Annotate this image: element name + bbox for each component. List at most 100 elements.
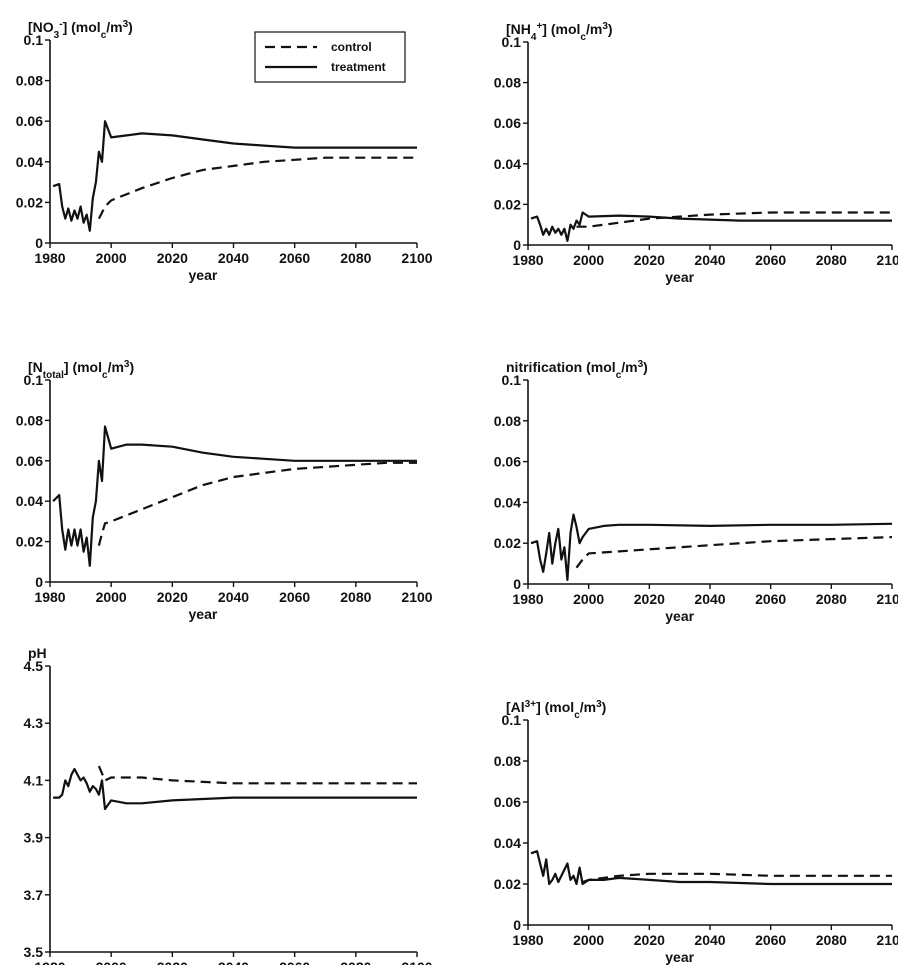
x-tick-label: 2040 [218, 959, 249, 965]
legend-box [254, 31, 406, 83]
x-axis-label: year [665, 269, 694, 285]
x-tick-label: 2040 [218, 589, 249, 605]
y-tick-label: 4.5 [24, 658, 44, 674]
series-line-control [97, 765, 417, 785]
x-tick-label: 2080 [340, 589, 371, 605]
y-tick-label: 0.1 [502, 34, 522, 50]
y-tick-label: 0 [513, 576, 521, 592]
x-tick-label: 1980 [512, 252, 543, 268]
legend-label-treatment: treatment [331, 60, 386, 74]
x-tick-label: 1980 [34, 589, 65, 605]
series-line-control [576, 211, 892, 228]
y-tick-label: 3.9 [24, 830, 44, 846]
x-tick-label: 2100 [876, 591, 898, 607]
x-tick-label: 2000 [573, 252, 604, 268]
y-tick-label: 0.08 [16, 73, 43, 89]
x-tick-label: 2060 [755, 252, 786, 268]
y-tick-label: 0.04 [494, 156, 521, 172]
x-tick-label: 2020 [157, 959, 188, 965]
panel-title: [Al3+] (molc/m3) [506, 699, 606, 721]
x-axis-label: year [189, 267, 218, 283]
series-line-control [575, 536, 893, 569]
y-tick-label: 0.06 [16, 453, 43, 469]
x-tick-label: 2000 [96, 959, 127, 965]
x-tick-label: 2000 [573, 591, 604, 607]
y-tick-label: 0.02 [494, 535, 521, 551]
y-tick-label: 0.02 [494, 196, 521, 212]
y-tick-label: 0.04 [16, 493, 43, 509]
x-tick-label: 2020 [634, 932, 665, 948]
x-tick-label: 2080 [340, 250, 371, 266]
series-line-control [97, 156, 417, 220]
x-tick-label: 2100 [876, 932, 898, 948]
y-tick-label: 0.1 [502, 712, 522, 728]
x-tick-label: 2000 [573, 932, 604, 948]
y-tick-label: 0.04 [494, 835, 521, 851]
panel-title: nitrification (molc/m3) [506, 359, 648, 381]
x-tick-label: 2100 [876, 252, 898, 268]
x-tick-label: 2020 [157, 589, 188, 605]
panel-title: pH [28, 645, 47, 661]
y-tick-label: 0.08 [16, 412, 43, 428]
y-tick-label: 0.08 [494, 413, 521, 429]
y-tick-label: 0.06 [494, 454, 521, 470]
x-tick-label: 2080 [340, 959, 371, 965]
x-tick-label: 1980 [512, 591, 543, 607]
x-axis-label: year [665, 608, 694, 624]
x-tick-label: 2060 [755, 591, 786, 607]
y-tick-label: 0.02 [16, 534, 43, 550]
x-tick-label: 2020 [634, 591, 665, 607]
x-tick-label: 2040 [694, 932, 725, 948]
y-tick-label: 0.1 [24, 372, 44, 388]
y-tick-label: 3.7 [24, 887, 44, 903]
y-tick-label: 0.08 [494, 75, 521, 91]
y-tick-label: 0 [35, 235, 43, 251]
y-tick-label: 0 [513, 917, 521, 933]
chart-panel-6: [Al3+] (molc/m3) 0 0.02 0.04 0.06 0.08 0.1 1980… [494, 699, 898, 966]
x-tick-label: 2080 [816, 252, 847, 268]
y-tick-label: 0.02 [16, 194, 43, 210]
x-tick-label: 2000 [96, 250, 127, 266]
panel-title: [Ntotal] (molc/m3) [28, 359, 134, 381]
y-tick-label: 4.1 [24, 772, 44, 788]
series-line-treatment [53, 767, 417, 811]
series-line-control [97, 461, 417, 546]
x-tick-label: 2100 [401, 250, 432, 266]
series-line-treatment [530, 211, 892, 242]
chart-panel-5: pH 3.5 3.7 3.9 4.1 4.3 4.5 1980 2000 2020 2040 2060… [24, 645, 433, 970]
panel-title: [NO3-] (molc/m3) [28, 19, 133, 41]
x-tick-label: 2060 [279, 959, 310, 965]
x-tick-label: 2060 [279, 250, 310, 266]
x-axis-label: year [189, 606, 218, 622]
y-tick-label: 0.1 [502, 372, 522, 388]
y-tick-label: 0.06 [16, 113, 43, 129]
y-tick-label: 0.1 [24, 32, 44, 48]
y-tick-label: 0.02 [494, 876, 521, 892]
chart-panel-3: [Ntotal] (molc/m3) 0 0.02 0.04 0.06 0.08 0.1 19… [16, 359, 433, 623]
chart-panel-2: [NH4+] (molc/m3) 0 0.02 0.04 0.06 0.08 0.1 1980… [494, 21, 898, 286]
x-tick-label: 2040 [218, 250, 249, 266]
x-tick-label: 2000 [96, 589, 127, 605]
series-line-treatment [52, 120, 417, 232]
series-line-treatment [530, 850, 892, 886]
x-tick-label: 2100 [401, 589, 432, 605]
chart-panel-1: [NO3-] (molc/m3) 0 0.02 0.04 0.06 0.08 0.1 1980… [16, 19, 433, 284]
x-tick-label: 2040 [694, 252, 725, 268]
x-tick-label: 1980 [512, 932, 543, 948]
x-tick-label: 1980 [34, 250, 65, 266]
x-tick-label: 2100 [401, 959, 432, 965]
series-line-control [582, 872, 892, 884]
x-tick-label: 2080 [816, 591, 847, 607]
x-tick-label: 2080 [816, 932, 847, 948]
y-tick-label: 0 [35, 574, 43, 590]
x-tick-label: 2020 [157, 250, 188, 266]
y-tick-label: 0.06 [494, 115, 521, 131]
legend-label-control: control [331, 40, 372, 54]
y-tick-label: 3.5 [24, 944, 44, 960]
x-tick-label: 2060 [279, 589, 310, 605]
legend: control treatment [254, 31, 406, 83]
panel-title: [NH4+] (molc/m3) [506, 21, 613, 43]
y-tick-label: 0.08 [494, 753, 521, 769]
